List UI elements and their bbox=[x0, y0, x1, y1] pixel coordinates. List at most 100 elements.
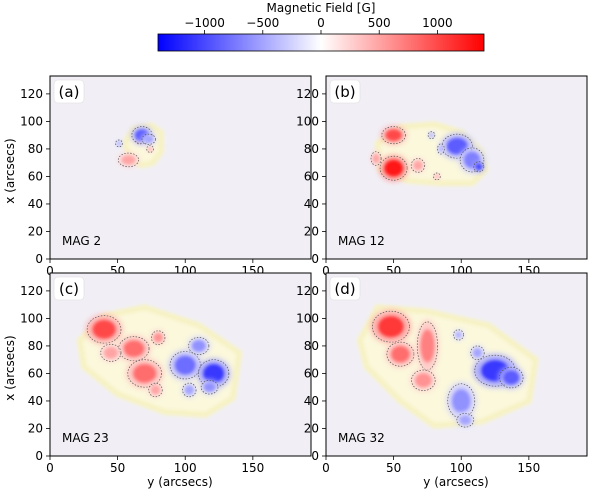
negative-field-contour bbox=[470, 345, 485, 361]
positive-field-contour bbox=[151, 330, 166, 345]
positive-field-contour bbox=[127, 359, 162, 388]
colorbar: Magnetic Field [G] −1000 −500 0 500 1000 bbox=[157, 1, 485, 52]
positive-field-contour bbox=[411, 369, 436, 391]
x-tick-label: 0 bbox=[46, 461, 54, 475]
positive-field-core bbox=[420, 329, 435, 363]
colorbar-gradient bbox=[157, 33, 485, 52]
y-tick-label: 40 bbox=[304, 197, 319, 211]
negative-field-core bbox=[472, 348, 483, 358]
positive-field-core bbox=[121, 155, 136, 165]
positive-field-contour bbox=[371, 310, 410, 343]
x-tick-label: 50 bbox=[110, 461, 125, 475]
positive-field-core bbox=[434, 174, 440, 179]
y-tick-label: 80 bbox=[28, 339, 43, 353]
panel-label-box bbox=[329, 276, 361, 301]
colorbar-ticks: −1000 −500 0 500 1000 bbox=[184, 16, 453, 34]
plot-area bbox=[326, 76, 587, 259]
negative-field-contour bbox=[198, 359, 230, 388]
panel-annotation: MAG 32 bbox=[338, 431, 385, 445]
positive-field-core bbox=[92, 320, 116, 339]
panel-label: (a) bbox=[59, 83, 80, 101]
negative-field-contour bbox=[499, 366, 524, 389]
negative-field-contour bbox=[427, 131, 436, 139]
positive-field-contour bbox=[148, 382, 163, 398]
y-tick-label: 120 bbox=[296, 284, 319, 298]
negative-field-core bbox=[446, 137, 468, 155]
positive-field-core bbox=[391, 345, 410, 363]
positive-field-core bbox=[413, 160, 423, 171]
positive-field-core bbox=[123, 340, 145, 357]
positive-field-contour bbox=[100, 343, 122, 362]
positive-field-core bbox=[378, 316, 404, 338]
plot-area bbox=[50, 76, 311, 259]
y-tick-label: 40 bbox=[28, 197, 43, 211]
panel-label: (d) bbox=[334, 280, 355, 298]
y-tick-label: 40 bbox=[304, 394, 319, 408]
x-tick-label: 150 bbox=[241, 461, 264, 475]
axes-frame bbox=[325, 272, 588, 457]
panel-4: 0 20 40 60 80 100 120 0 50 100 150 (d) MAG 32 bbox=[296, 272, 588, 475]
y-tick-label: 20 bbox=[304, 224, 319, 238]
colorbar-tick-label: 0 bbox=[317, 16, 325, 30]
axes-frame bbox=[49, 75, 312, 260]
x-tick-label: 100 bbox=[174, 461, 197, 475]
colorbar-tick-label: 500 bbox=[368, 16, 391, 30]
plot-area bbox=[326, 273, 587, 456]
panel-label-box bbox=[53, 79, 85, 104]
y-tick-label: 120 bbox=[20, 87, 43, 101]
negative-field-contour bbox=[200, 379, 219, 395]
y-tick-label: 0 bbox=[35, 252, 43, 266]
negative-field-core bbox=[452, 389, 471, 413]
x-tick-label: 0 bbox=[322, 461, 330, 475]
x-tick-label: 150 bbox=[517, 461, 540, 475]
y-tick-label: 20 bbox=[304, 421, 319, 435]
panel-annotation: MAG 12 bbox=[338, 234, 385, 248]
negative-field-core bbox=[203, 382, 216, 392]
positive-field-contour bbox=[86, 315, 122, 344]
plot-area bbox=[50, 273, 311, 456]
y-tick-label: 60 bbox=[28, 366, 43, 380]
colorbar-tick-label: 1000 bbox=[422, 16, 453, 30]
axes-frame bbox=[49, 272, 312, 457]
y-tick-label: 100 bbox=[20, 311, 43, 325]
negative-field-core bbox=[429, 132, 434, 138]
negative-field-core bbox=[475, 163, 483, 171]
negative-field-contour bbox=[453, 329, 464, 341]
positive-field-core bbox=[372, 153, 380, 164]
colorbar-tick-label: −500 bbox=[246, 16, 279, 30]
negative-field-core bbox=[174, 355, 196, 375]
panel-annotation: MAG 23 bbox=[62, 431, 109, 445]
negative-field-contour bbox=[473, 161, 485, 173]
panel-label: (c) bbox=[59, 280, 79, 298]
y-tick-label: 80 bbox=[28, 142, 43, 156]
panel-label: (b) bbox=[334, 83, 355, 101]
x-tick-label: 100 bbox=[450, 461, 473, 475]
negative-field-core bbox=[455, 331, 462, 339]
negative-field-core bbox=[144, 135, 154, 143]
y-tick-label: 120 bbox=[20, 284, 43, 298]
positive-field-core bbox=[153, 332, 163, 343]
x-tick-label: 0 bbox=[322, 264, 330, 278]
background-field bbox=[50, 76, 311, 259]
x-axis-label-left: y (arcsecs) bbox=[147, 475, 212, 489]
negative-field-core bbox=[459, 415, 472, 425]
negative-field-contour bbox=[182, 382, 197, 398]
positive-field-core bbox=[385, 129, 402, 142]
negative-field-contour bbox=[437, 143, 445, 155]
panel-3: 0 20 40 60 80 100 120 0 50 100 150 (c) MAG 23 bbox=[20, 272, 312, 475]
x-tick-label: 50 bbox=[386, 461, 401, 475]
positive-field-contour bbox=[410, 158, 426, 173]
colorbar-label: Magnetic Field [G] bbox=[267, 1, 376, 15]
y-tick-label: 120 bbox=[296, 87, 319, 101]
positive-field-contour bbox=[370, 151, 382, 166]
positive-field-core bbox=[103, 346, 118, 359]
positive-field-contour bbox=[146, 145, 154, 153]
y-tick-label: 60 bbox=[28, 169, 43, 183]
negative-field-contour bbox=[459, 147, 485, 173]
positive-field-contour bbox=[386, 341, 415, 367]
y-tick-label: 60 bbox=[304, 169, 319, 183]
y-tick-label: 0 bbox=[311, 449, 319, 463]
positive-field-contour bbox=[433, 172, 441, 181]
